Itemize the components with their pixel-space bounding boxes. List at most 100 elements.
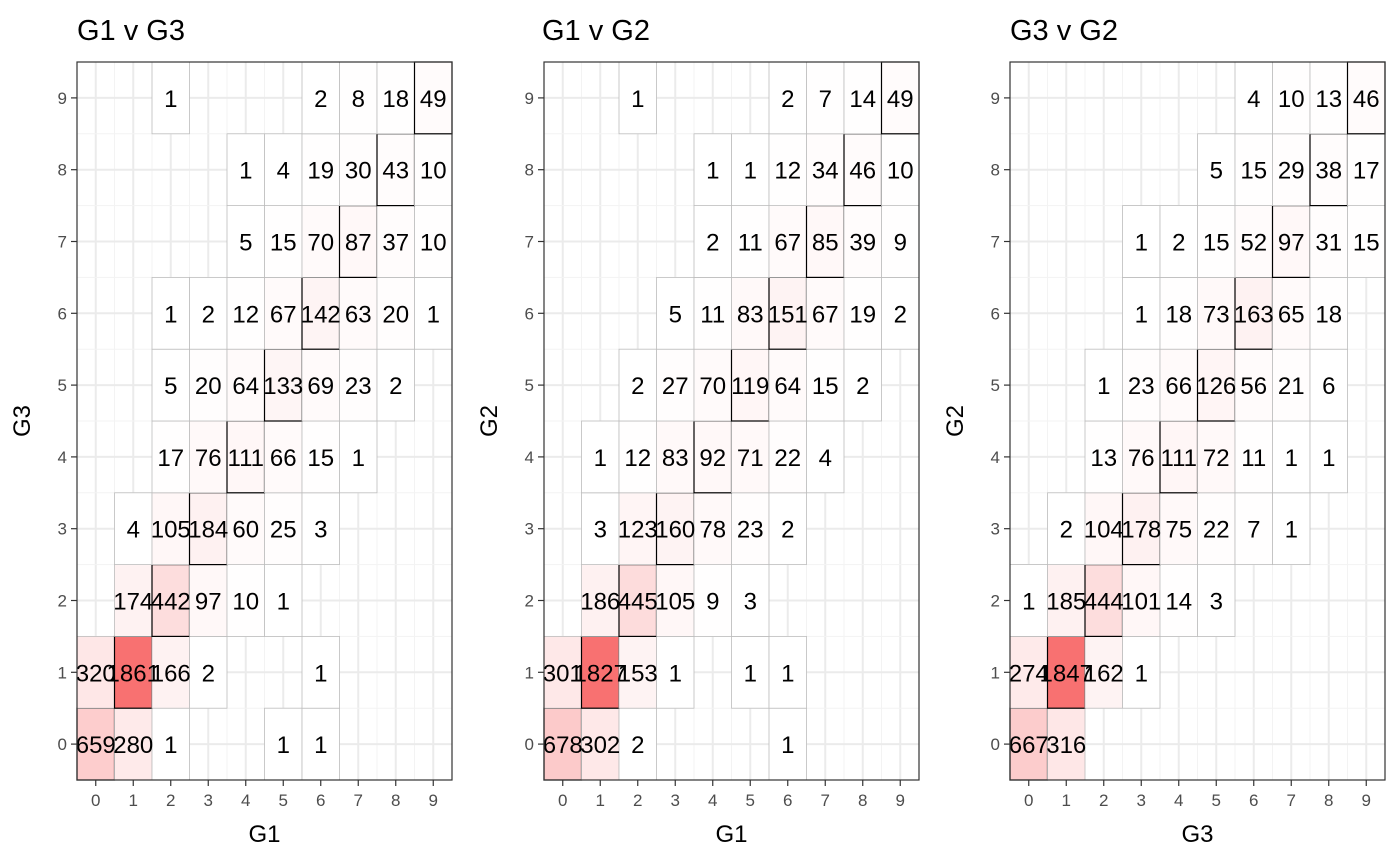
cell-value-label: 23 — [1128, 373, 1155, 400]
heatmap-cell — [1159, 348, 1198, 422]
heatmap-cell — [1084, 636, 1123, 709]
cell-value-label: 10 — [232, 589, 259, 616]
heatmap-cell — [338, 205, 378, 279]
heatmap-cell — [806, 420, 845, 494]
heatmap-cell — [731, 636, 770, 709]
heatmap-cell — [581, 420, 620, 494]
heatmap-cell — [768, 61, 807, 135]
cell-value-label: 302 — [580, 732, 620, 759]
cell-value-label: 10 — [887, 158, 914, 185]
cell-value-label: 1 — [427, 301, 440, 328]
x-tick-label: 3 — [204, 791, 213, 810]
heatmap-cell — [1272, 133, 1311, 207]
heatmap-cell — [693, 133, 732, 207]
cell-value-label: 52 — [1240, 230, 1267, 257]
cell-value-label: 64 — [232, 373, 259, 400]
cell-value-label: 142 — [301, 301, 341, 328]
heatmap-cell — [301, 348, 340, 422]
x-tick-label: 3 — [1137, 791, 1146, 810]
y-tick-label: 2 — [58, 592, 67, 611]
cell-value-label: 1 — [164, 732, 177, 759]
heatmap-cell — [1047, 564, 1086, 637]
heatmap-cell — [1347, 133, 1386, 207]
cell-value-label: 178 — [1121, 517, 1161, 544]
cell-value-label: 18 — [382, 86, 409, 113]
heatmap-cell — [264, 707, 303, 781]
chart-title: G3 v G2 — [1010, 15, 1118, 47]
y-tick-label: 5 — [525, 376, 534, 395]
heatmap-cell — [301, 133, 340, 207]
cell-value-label: 66 — [270, 445, 297, 472]
cell-value-label: 4 — [277, 158, 290, 185]
heatmap-cell — [656, 348, 695, 422]
heatmap-cell — [301, 205, 340, 278]
cell-value-label: 34 — [812, 158, 839, 185]
cell-value-label: 105 — [655, 589, 695, 616]
cell-value-label: 659 — [76, 732, 116, 759]
cell-value-label: 2 — [1172, 230, 1185, 257]
y-tick-label: 8 — [525, 161, 534, 180]
heatmap-cell — [581, 492, 620, 565]
heatmap-cell — [843, 133, 883, 207]
cell-value-label: 21 — [1278, 373, 1305, 400]
heatmap-cell — [301, 61, 340, 135]
heatmap-cell — [1197, 133, 1236, 207]
y-tick-label: 2 — [991, 592, 1000, 611]
x-tick-label: 4 — [241, 791, 250, 810]
heatmap-cell — [768, 636, 807, 709]
x-tick-label: 4 — [1174, 791, 1183, 810]
cell-value-label: 1 — [744, 158, 757, 185]
heatmap-cell — [1159, 205, 1198, 278]
y-tick-label: 8 — [991, 161, 1000, 180]
y-tick-label: 2 — [525, 592, 534, 611]
cell-value-label: 67 — [812, 301, 839, 328]
heatmap-cell — [151, 492, 190, 565]
heatmap-cell — [618, 563, 658, 637]
cell-value-label: 7 — [1247, 517, 1260, 544]
heatmap-cell — [414, 133, 453, 207]
cell-value-label: 92 — [699, 445, 726, 472]
cell-value-label: 5 — [164, 373, 177, 400]
cell-value-label: 23 — [345, 373, 372, 400]
cell-value-label: 2 — [202, 301, 215, 328]
heatmap-cell — [618, 420, 657, 494]
cell-value-label: 67 — [774, 230, 801, 257]
y-tick-label: 5 — [58, 376, 67, 395]
cell-value-label: 22 — [1203, 517, 1230, 544]
heatmap-cell — [1197, 564, 1236, 637]
cell-value-label: 12 — [774, 158, 801, 185]
cell-value-label: 153 — [618, 660, 658, 687]
y-tick-label: 7 — [58, 233, 67, 252]
cell-value-label: 87 — [345, 230, 372, 257]
heatmap-cell — [1197, 276, 1236, 350]
heatmap-cell — [189, 348, 228, 422]
cell-value-label: 17 — [157, 445, 184, 472]
cell-value-label: 111 — [1161, 445, 1197, 472]
heatmap-cell — [414, 276, 453, 350]
cell-value-label: 20 — [382, 301, 409, 328]
cell-value-label: 1 — [781, 660, 794, 687]
cell-value-label: 3 — [744, 589, 757, 616]
heatmap-cell — [731, 420, 770, 494]
y-tick-label: 9 — [991, 89, 1000, 108]
heatmap-cell — [114, 707, 153, 781]
cell-value-label: 151 — [768, 301, 808, 328]
cell-value-label: 70 — [307, 230, 334, 257]
cell-value-label: 83 — [662, 445, 689, 472]
heatmap-cell — [768, 348, 807, 422]
cell-value-label: 13 — [1315, 86, 1342, 113]
x-tick-label: 6 — [1249, 791, 1258, 810]
cell-value-label: 2 — [1060, 517, 1073, 544]
heatmap-cell — [1122, 276, 1161, 350]
cell-value-label: 64 — [774, 373, 801, 400]
cell-value-label: 18 — [1315, 301, 1342, 328]
x-tick-label: 2 — [1099, 791, 1108, 810]
y-tick-label: 0 — [991, 735, 1000, 754]
cell-value-label: 5 — [669, 301, 682, 328]
heatmap-cell — [1234, 205, 1273, 278]
cell-value-label: 4 — [819, 445, 832, 472]
x-tick-label: 5 — [1212, 791, 1221, 810]
cell-value-label: 56 — [1240, 373, 1267, 400]
cell-value-label: 163 — [1234, 301, 1274, 328]
y-tick-label: 3 — [991, 520, 1000, 539]
